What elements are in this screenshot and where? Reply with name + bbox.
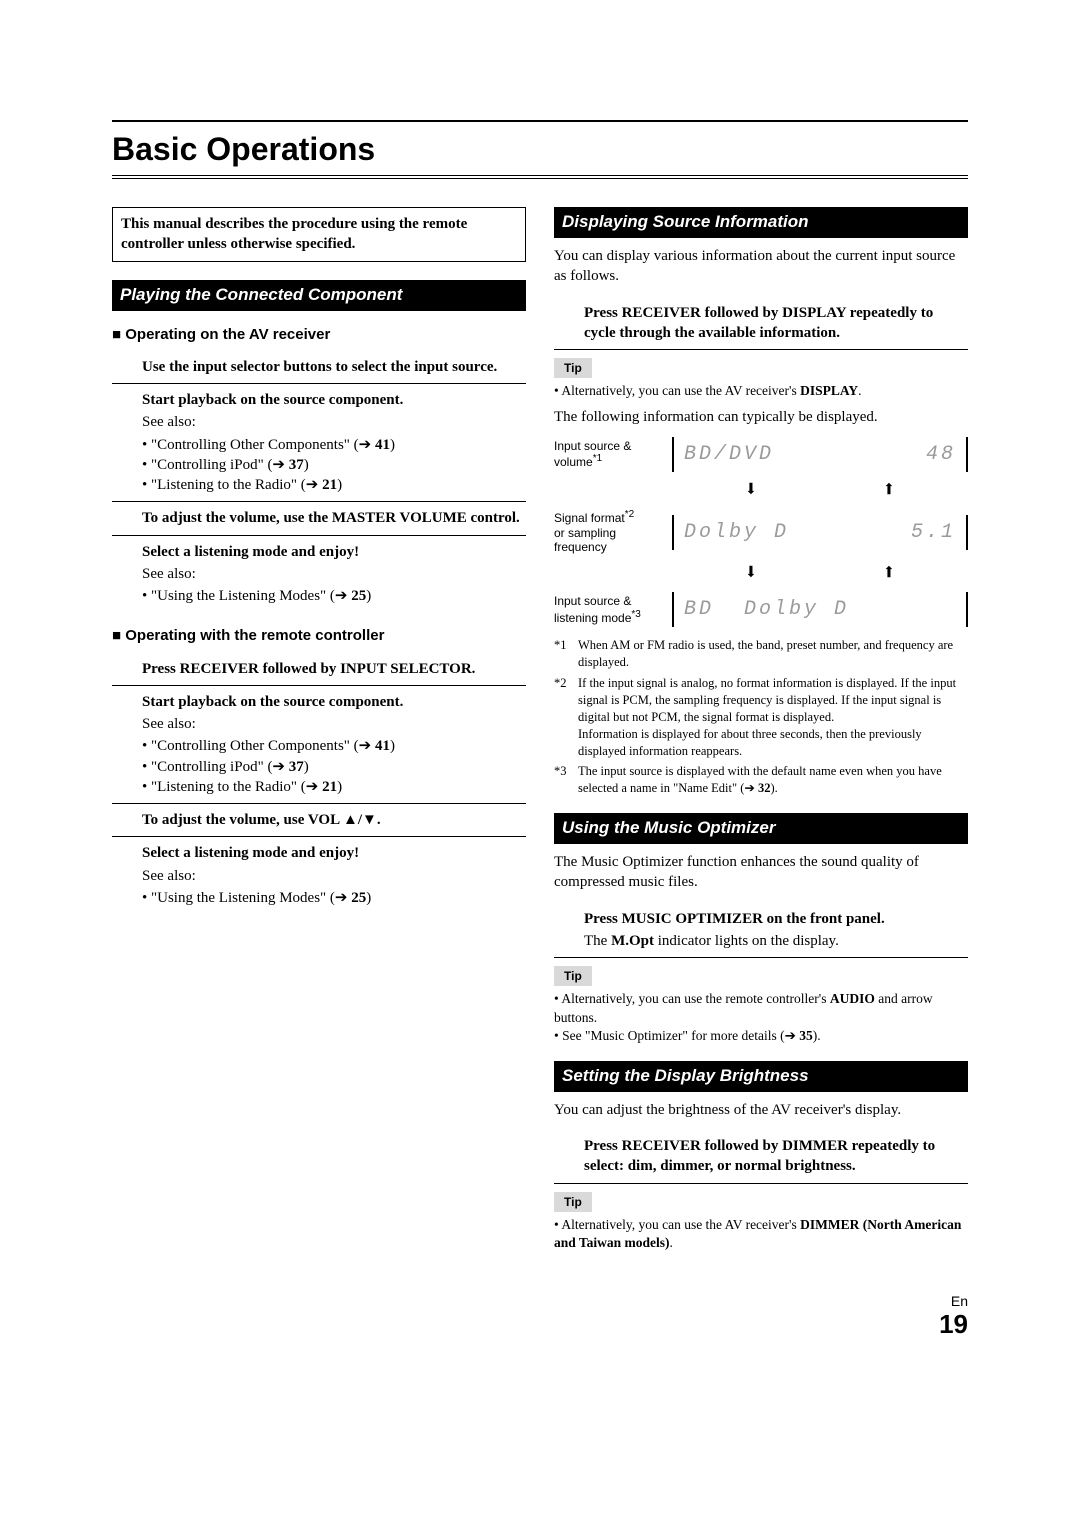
display-tip: Alternatively, you can use the AV receiv…: [554, 382, 968, 400]
display-row-3-label: Input source & listening mode*3: [554, 594, 664, 625]
rc-step-4-lead: Select a listening mode and enjoy!: [142, 843, 526, 863]
bullet-radio: "Listening to the Radio" (➔ 21): [142, 475, 526, 495]
left-column: This manual describes the procedure usin…: [112, 207, 526, 1252]
arrow-down-icon-2: ⬇: [744, 559, 757, 589]
arrow-down-icon: ⬇: [744, 476, 757, 506]
display-tip-line: Alternatively, you can use the AV receiv…: [554, 382, 968, 400]
content-columns: This manual describes the procedure usin…: [112, 207, 968, 1252]
see-also-label-2: See also:: [142, 564, 526, 584]
bright-tips: Alternatively, you can use the AV receiv…: [554, 1216, 968, 1252]
footer-lang: En: [112, 1292, 968, 1311]
bullet-other-components: "Controlling Other Components" (➔ 41): [142, 435, 526, 455]
display-followup: The following information can typically …: [554, 407, 968, 427]
section-playing-title: Playing the Connected Component: [112, 280, 526, 311]
rc-step-2-lead: Start playback on the source component.: [142, 692, 526, 712]
display-row-1-panel: BD/DVD48: [672, 437, 968, 472]
music-tips: Alternatively, you can use the remote co…: [554, 990, 968, 1045]
av-step-4: Select a listening mode and enjoy! See a…: [112, 536, 526, 613]
footnote-1: *1 When AM or FM radio is used, the band…: [554, 637, 968, 671]
section-display-title: Displaying Source Information: [554, 207, 968, 238]
display-step-text: Press RECEIVER followed by DISPLAY repea…: [584, 305, 933, 341]
arrows-row-2: ⬇ ⬆: [554, 555, 968, 593]
rc-step-4-bullets: "Using the Listening Modes" (➔ 25): [142, 888, 526, 908]
av-step-4-bullets: "Using the Listening Modes" (➔ 25): [142, 586, 526, 606]
bullet-listening-modes: "Using the Listening Modes" (➔ 25): [142, 586, 526, 606]
display-row-2-panel: Dolby D5.1: [672, 515, 968, 550]
bright-intro: You can adjust the brightness of the AV …: [554, 1100, 968, 1120]
display-row-3-panel: BDDolby D: [672, 592, 968, 627]
display-row-2-label: Signal format*2 or sampling frequency: [554, 509, 664, 554]
rc-step-4: Select a listening mode and enjoy! See a…: [112, 837, 526, 914]
music-step: Press MUSIC OPTIMIZER on the front panel…: [554, 903, 968, 959]
footer-page-number: 19: [112, 1311, 968, 1337]
right-column: Displaying Source Information You can di…: [554, 207, 968, 1252]
arrow-up-icon-2: ⬆: [882, 559, 895, 589]
display-examples: Input source & volume*1 BD/DVD48 ⬇ ⬆ Sig…: [554, 437, 968, 628]
music-tip-2: See "Music Optimizer" for more details (…: [554, 1027, 968, 1045]
page-footer: En 19: [112, 1292, 968, 1337]
music-step-lead: Press MUSIC OPTIMIZER on the front panel…: [584, 909, 968, 929]
subhead-remote-controller: Operating with the remote controller: [112, 626, 526, 646]
display-intro: You can display various information abou…: [554, 246, 968, 287]
tip-label-3: Tip: [554, 1192, 592, 1212]
see-also-label: See also:: [142, 412, 526, 432]
av-step-4-lead: Select a listening mode and enjoy!: [142, 542, 526, 562]
display-row-2: Signal format*2 or sampling frequency Do…: [554, 509, 968, 554]
av-step-1: Use the input selector buttons to select…: [112, 351, 526, 384]
intro-note: This manual describes the procedure usin…: [112, 207, 526, 262]
rc-step-1: Press RECEIVER followed by INPUT SELECTO…: [112, 653, 526, 686]
tip-label-2: Tip: [554, 966, 592, 986]
av-step-3: To adjust the volume, use the MASTER VOL…: [112, 502, 526, 535]
display-step: Press RECEIVER followed by DISPLAY repea…: [554, 297, 968, 351]
bright-step-text: Press RECEIVER followed by DIMMER repeat…: [584, 1138, 935, 1174]
rc-step-2-bullets: "Controlling Other Components" (➔ 41) "C…: [142, 736, 526, 797]
bullet-listening-modes-2: "Using the Listening Modes" (➔ 25): [142, 888, 526, 908]
music-tip-1: Alternatively, you can use the remote co…: [554, 990, 968, 1026]
av-step-2: Start playback on the source component. …: [112, 384, 526, 502]
bright-step: Press RECEIVER followed by DIMMER repeat…: [554, 1130, 968, 1184]
arrow-up-icon: ⬆: [882, 476, 895, 506]
footnote-2: *2 If the input signal is analog, no for…: [554, 675, 968, 759]
bullet-ipod: "Controlling iPod" (➔ 37): [142, 455, 526, 475]
footnote-3: *3 The input source is displayed with th…: [554, 763, 968, 797]
bullet-radio-2: "Listening to the Radio" (➔ 21): [142, 777, 526, 797]
av-step-3-text: To adjust the volume, use the MASTER VOL…: [142, 510, 520, 526]
display-row-3: Input source & listening mode*3 BDDolby …: [554, 592, 968, 627]
section-music-title: Using the Music Optimizer: [554, 813, 968, 844]
display-row-1-label: Input source & volume*1: [554, 439, 664, 470]
tip-label-1: Tip: [554, 358, 592, 378]
av-step-2-bullets: "Controlling Other Components" (➔ 41) "C…: [142, 435, 526, 496]
page-title: Basic Operations: [112, 120, 968, 179]
av-step-2-lead: Start playback on the source component.: [142, 390, 526, 410]
bullet-ipod-2: "Controlling iPod" (➔ 37): [142, 757, 526, 777]
rc-step-3-text: To adjust the volume, use VOL ▲/▼.: [142, 812, 381, 828]
rc-step-1-text: Press RECEIVER followed by INPUT SELECTO…: [142, 661, 475, 677]
rc-step-3: To adjust the volume, use VOL ▲/▼.: [112, 804, 526, 837]
music-intro: The Music Optimizer function enhances th…: [554, 852, 968, 893]
display-footnotes: *1 When AM or FM radio is used, the band…: [554, 637, 968, 797]
see-also-label-4: See also:: [142, 866, 526, 886]
bullet-other-components-2: "Controlling Other Components" (➔ 41): [142, 736, 526, 756]
bright-tip-1: Alternatively, you can use the AV receiv…: [554, 1216, 968, 1252]
section-brightness-title: Setting the Display Brightness: [554, 1061, 968, 1092]
see-also-label-3: See also:: [142, 714, 526, 734]
music-step-detail: The M.Opt indicator lights on the displa…: [584, 931, 968, 951]
av-step-1-text: Use the input selector buttons to select…: [142, 359, 497, 375]
subhead-av-receiver: Operating on the AV receiver: [112, 325, 526, 345]
arrows-row-1: ⬇ ⬆: [554, 472, 968, 510]
rc-step-2: Start playback on the source component. …: [112, 686, 526, 804]
display-row-1: Input source & volume*1 BD/DVD48: [554, 437, 968, 472]
